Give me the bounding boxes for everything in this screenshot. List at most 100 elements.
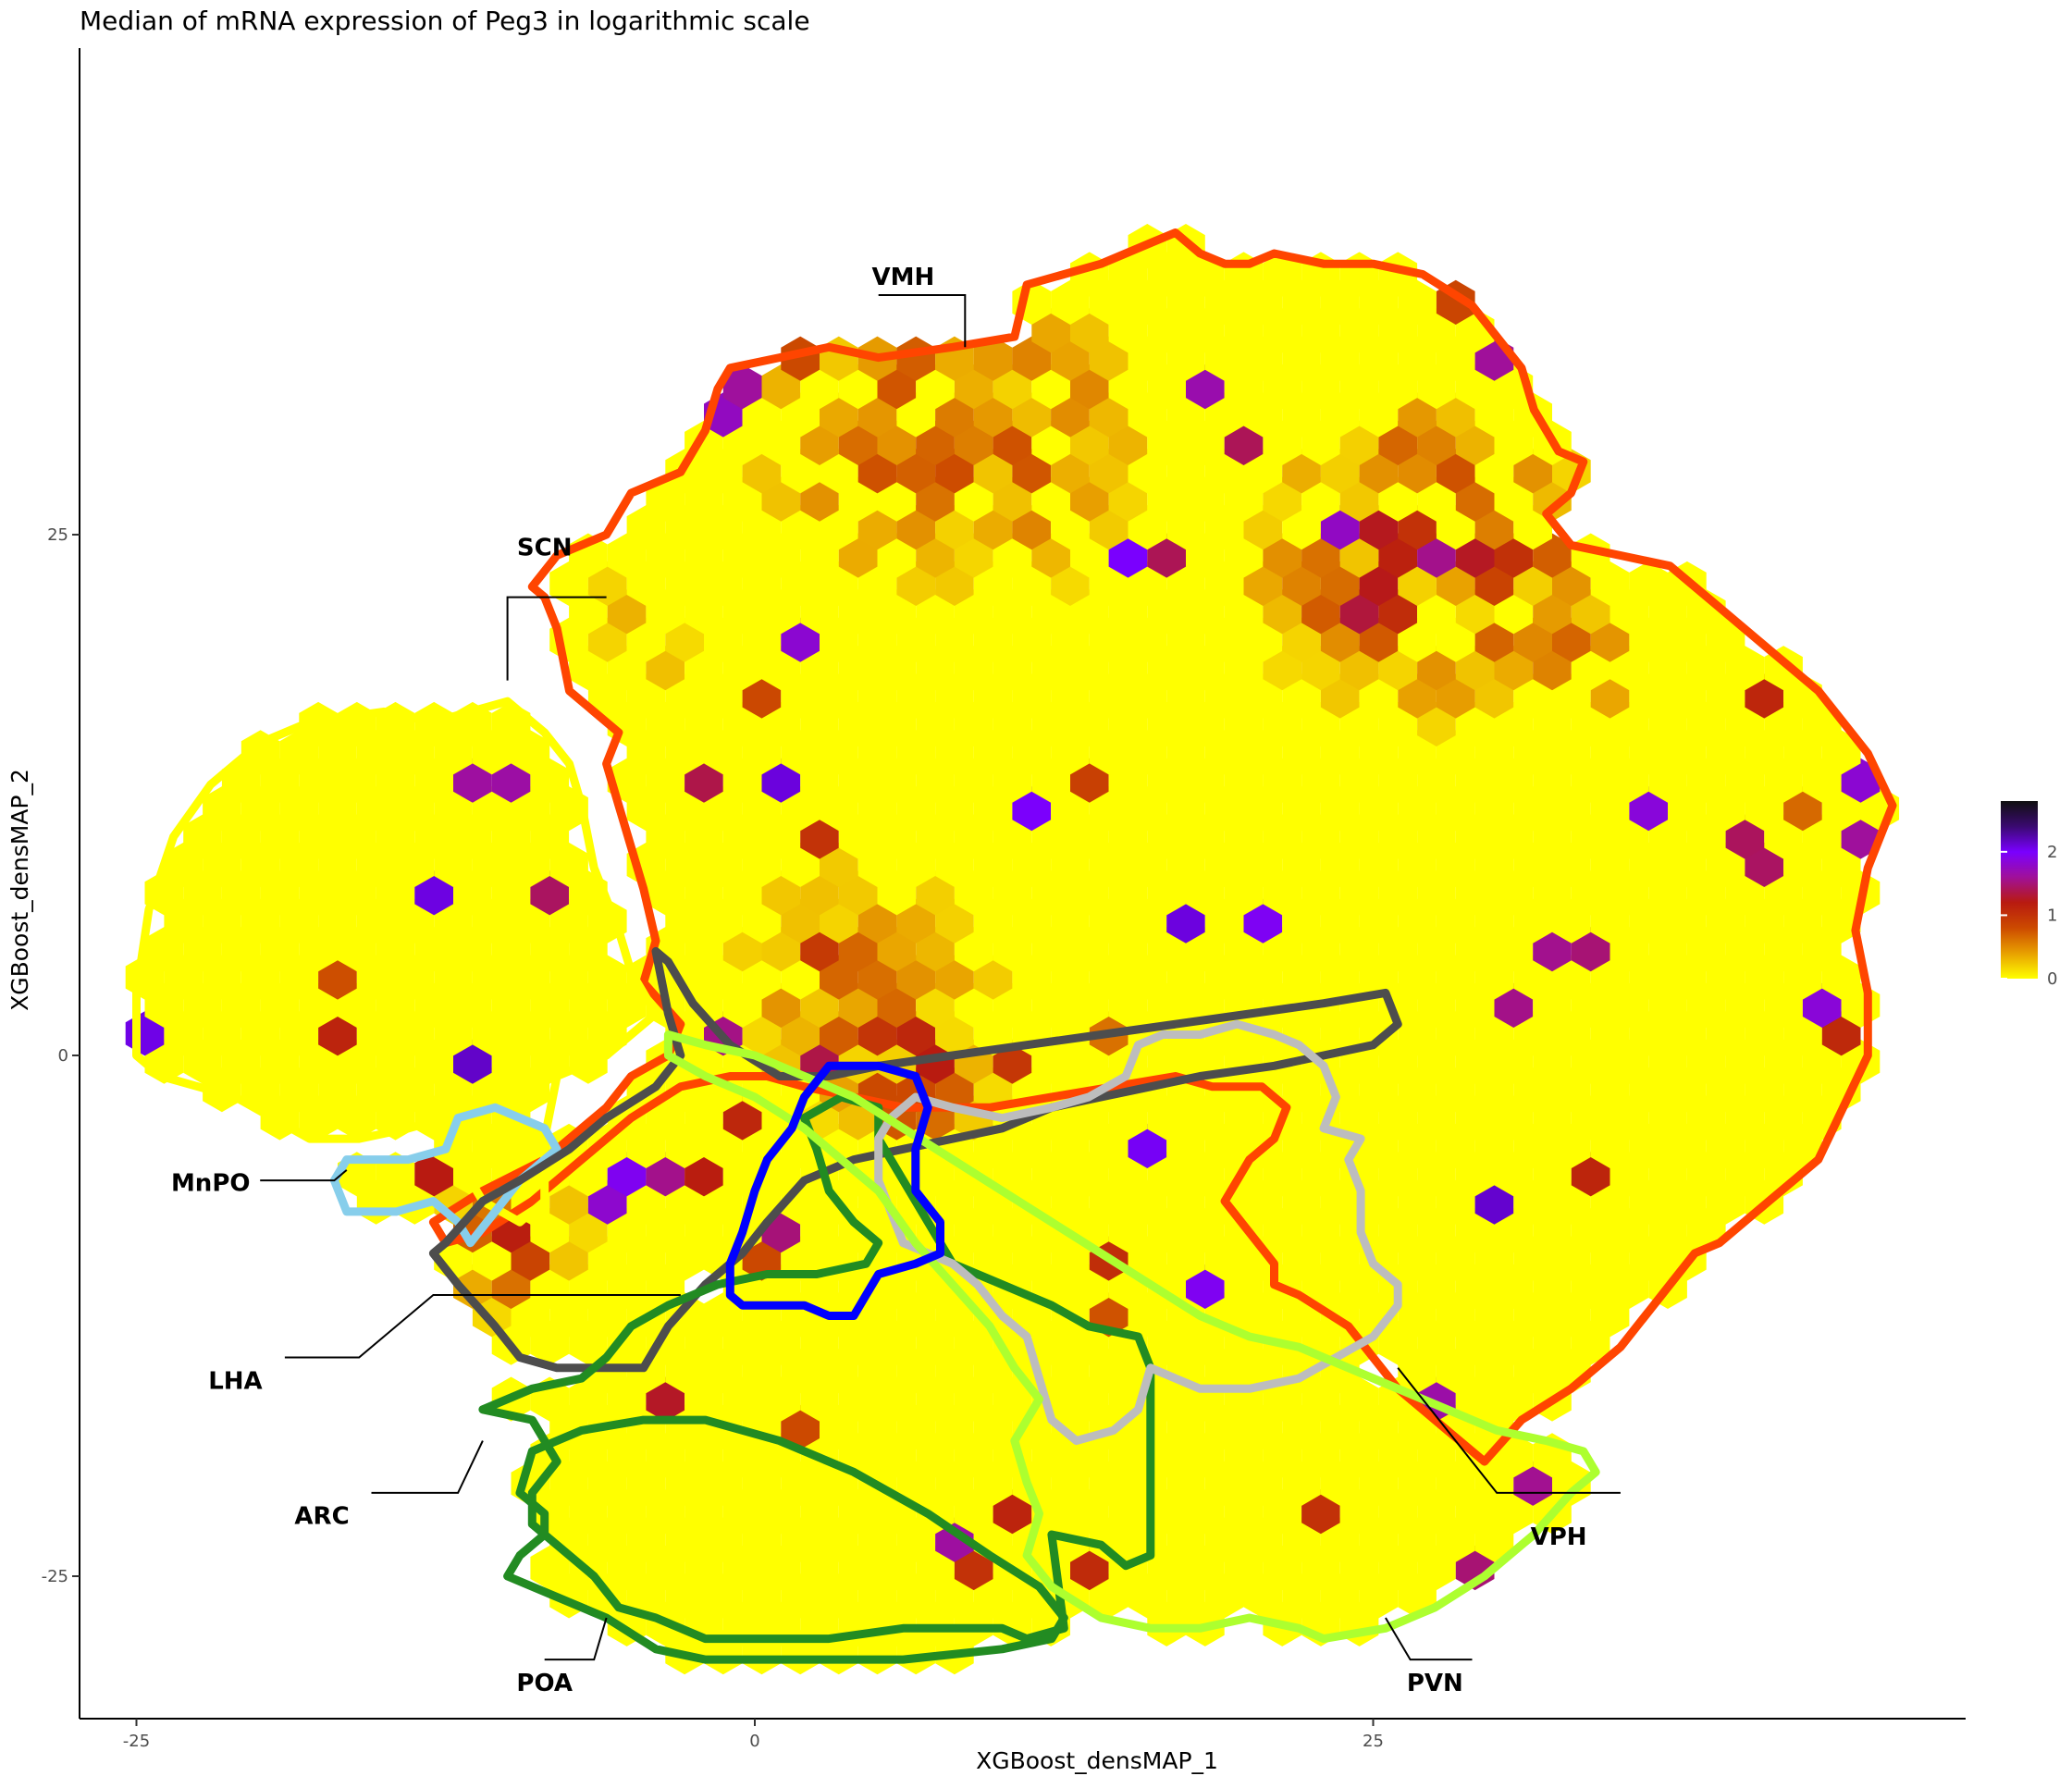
hex-cell: [1012, 617, 1052, 662]
hex-cell: [954, 982, 993, 1028]
hex-cell: [1051, 1179, 1090, 1225]
hex-cell: [665, 561, 704, 606]
hex-cell: [1147, 1095, 1186, 1141]
hex-cell: [1339, 814, 1379, 859]
hex-cell: [1745, 1123, 1784, 1168]
hex-cell: [549, 842, 588, 887]
hex-cell: [1745, 730, 1784, 775]
hex-cell: [1128, 955, 1167, 1000]
hex-cell: [1070, 1545, 1109, 1591]
hex-cell: [684, 814, 723, 859]
hex-cell: [935, 673, 974, 719]
hex-cell: [877, 646, 917, 691]
hex-cell: [1629, 1236, 1668, 1281]
hex-cell: [395, 842, 435, 887]
hex-cell: [1243, 730, 1283, 775]
hex-cell: [1552, 673, 1591, 719]
hex-cell: [742, 561, 782, 606]
hex-cell: [626, 1123, 666, 1168]
hex-cell: [1128, 1236, 1167, 1281]
hex-cell: [954, 701, 993, 746]
hex-cell: [1108, 1489, 1148, 1535]
hex-cell: [318, 786, 357, 832]
region-outline-pvn: [663, 1030, 1600, 1644]
hex-cell: [607, 1545, 647, 1591]
hex-cell: [761, 1376, 801, 1422]
hex-cell: [1186, 476, 1225, 522]
hex-cell: [1089, 1179, 1128, 1225]
hex-cell: [1301, 1208, 1340, 1253]
hex-cell: [1012, 392, 1052, 438]
hex-cell: [684, 927, 723, 972]
hex-cell: [916, 1433, 955, 1478]
hex-cell: [1417, 982, 1456, 1028]
hex-cell: [1474, 1179, 1514, 1225]
hex-cell: [1398, 449, 1437, 494]
hex-cell: [626, 730, 666, 775]
hex-cell: [993, 758, 1032, 803]
hex-cell: [1398, 730, 1437, 775]
hex-cell: [1128, 505, 1167, 550]
hex-cell: [781, 449, 820, 494]
hex-cell: [1147, 1320, 1186, 1365]
hex-cell: [781, 1404, 820, 1449]
hex-cell: [1224, 927, 1264, 972]
hex-cell: [1051, 898, 1090, 944]
hex-cell: [1186, 1208, 1225, 1253]
hex-cell: [1147, 1545, 1186, 1591]
hex-cell: [1031, 533, 1070, 578]
hex-cell: [781, 505, 820, 550]
hex-cell: [1224, 870, 1264, 916]
hex-cell: [1474, 392, 1514, 438]
hex-cell: [1051, 1349, 1090, 1394]
hex-cell: [781, 392, 820, 438]
hex-cell: [896, 1349, 936, 1394]
hex-cell: [973, 1404, 1013, 1449]
annotation-line-vph: [1397, 1367, 1621, 1494]
hex-cell: [1533, 533, 1572, 578]
hex-cell: [1417, 1489, 1456, 1535]
hex-cell: [896, 1404, 936, 1449]
hex-cell: [1089, 392, 1128, 438]
hex-cell: [626, 1517, 666, 1562]
hex-cell: [646, 1376, 685, 1422]
hex-cell: [781, 955, 820, 1000]
hex-cell: [761, 646, 801, 691]
hex-cell: [1590, 1179, 1630, 1225]
hex-cell: [1455, 1489, 1495, 1535]
hex-cell: [973, 730, 1013, 775]
hex-cell: [935, 1011, 974, 1056]
hex-cell: [800, 982, 839, 1028]
hex-cell: [1243, 1461, 1283, 1506]
hex-cell: [838, 1376, 878, 1422]
hex-cell: [1320, 1517, 1360, 1562]
hex-cell: [1339, 1433, 1379, 1478]
hex-cell: [1359, 336, 1399, 381]
hex-cell: [838, 701, 878, 746]
hex-cell: [857, 392, 897, 438]
hex-cell: [1533, 758, 1572, 803]
hex-cell: [1320, 561, 1360, 606]
hex-cell: [1186, 1095, 1225, 1141]
hex-cell: [414, 927, 453, 972]
hex-cell: [1051, 336, 1090, 381]
hex-cell: [1417, 1039, 1456, 1084]
hex-cell: [665, 1517, 704, 1562]
hex-cell: [1725, 814, 1765, 859]
hex-cell: [1513, 1461, 1552, 1506]
hex-cell: [1398, 1461, 1437, 1506]
hex-cell: [414, 814, 453, 859]
hex-cell: [820, 1573, 858, 1619]
hex-cell: [1378, 927, 1418, 972]
hex-cell: [1590, 1123, 1630, 1168]
hex-cell: [240, 1011, 280, 1056]
hex-cell: [1070, 589, 1109, 635]
hex-cell: [684, 1152, 723, 1197]
hex-cell: [800, 758, 839, 803]
hex-cell: [1474, 730, 1514, 775]
hex-cell: [954, 814, 993, 859]
hex-cell: [279, 842, 319, 887]
hex-cell: [1590, 673, 1630, 719]
hex-cell: [1051, 561, 1090, 606]
hex-cell: [838, 1320, 878, 1365]
